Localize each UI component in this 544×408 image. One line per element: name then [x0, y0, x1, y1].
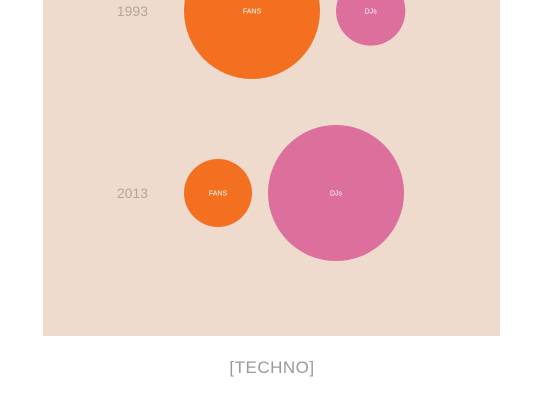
- bubble-djs-2013: [268, 125, 404, 261]
- bubble-fans-1993: [184, 0, 320, 79]
- bubble-label-fans-2013: FANS: [209, 191, 228, 198]
- chart-panel: 1993 FANS DJs 2013 FANS DJs: [43, 0, 500, 336]
- chart-caption: [TECHNO]: [229, 358, 315, 377]
- bubble-label-fans-1993: FANS: [243, 9, 262, 16]
- bubble-label-djs-1993: DJs: [365, 9, 378, 16]
- bubble-chart: 1993 FANS DJs 2013 FANS DJs: [117, 0, 406, 261]
- bubble-djs-1993: [336, 0, 406, 46]
- bubble-label-djs-2013: DJs: [330, 191, 343, 198]
- year-label-1993: 1993: [117, 3, 148, 19]
- year-label-2013: 2013: [117, 185, 148, 201]
- bubble-fans-2013: [184, 159, 252, 227]
